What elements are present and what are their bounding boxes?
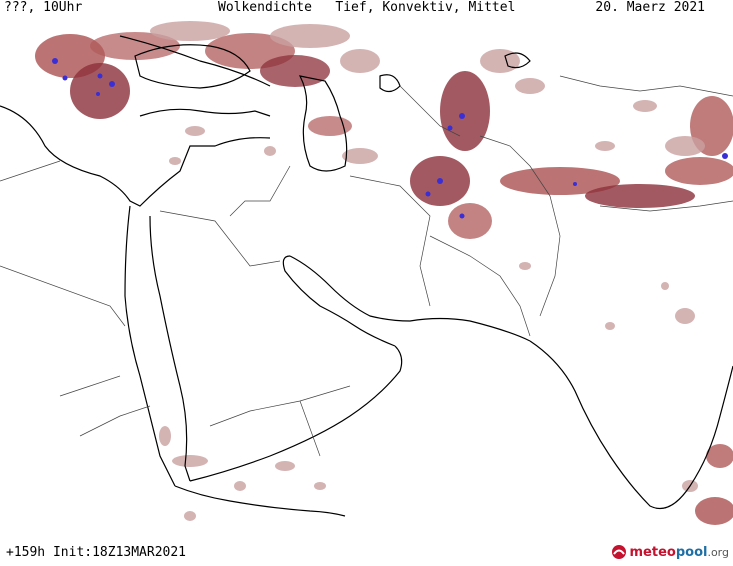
logo-text-meteo: meteo xyxy=(629,544,676,560)
meteopool-logo[interactable]: meteo pool .org xyxy=(611,542,729,562)
logo-text-pool: pool xyxy=(675,544,708,560)
map-title: Wolkendichte Tief, Konvektiv, Mittel xyxy=(218,0,516,15)
coastlines xyxy=(0,35,733,517)
country-borders xyxy=(0,75,733,457)
forecast-time-label: ???, 10Uhr xyxy=(4,0,83,15)
meteopool-logo-icon xyxy=(611,545,626,559)
logo-text-org: .org xyxy=(707,545,729,559)
convective-cells xyxy=(52,58,728,219)
cloud-density-map xyxy=(0,21,733,525)
run-info: +159h Init:18Z13MAR2021 xyxy=(6,545,187,560)
cloud-patches xyxy=(35,21,733,525)
forecast-date: 20. Maerz 2021 xyxy=(595,0,705,15)
